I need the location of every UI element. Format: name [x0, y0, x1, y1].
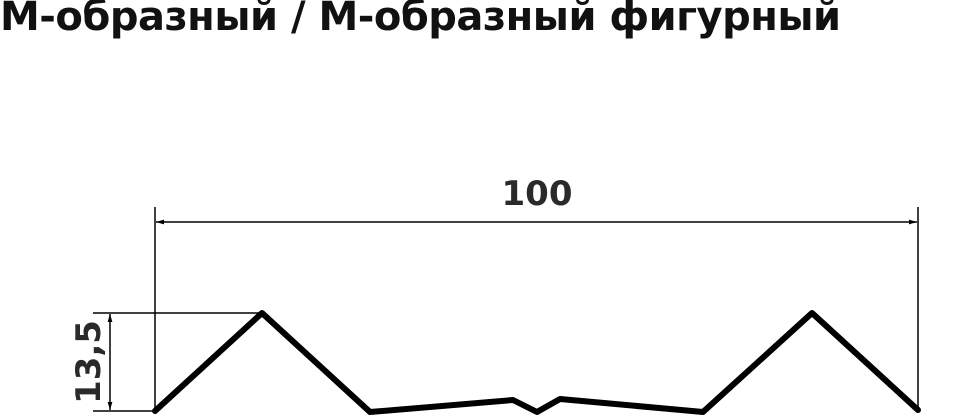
- diagram-title: М-образный / М-образный фигурный: [0, 0, 841, 40]
- width-dimension-label: 100: [502, 174, 573, 214]
- m-profile-line: [152, 310, 921, 415]
- height-dimension-label: 13,5: [69, 320, 109, 404]
